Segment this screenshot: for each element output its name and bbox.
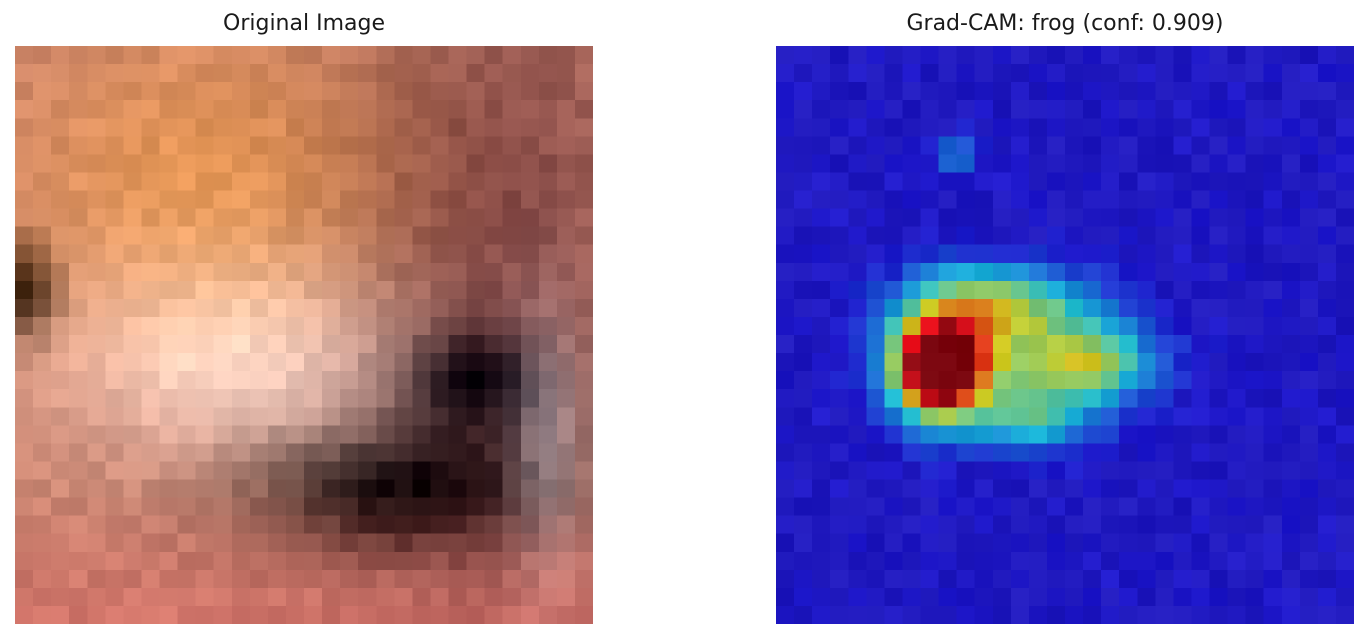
gradcam-heatmap-image — [776, 46, 1354, 624]
gradcam-title: Grad-CAM: frog (conf: 0.909) — [906, 11, 1224, 36]
original-image — [15, 46, 593, 624]
original-image-title: Original Image — [223, 11, 385, 36]
